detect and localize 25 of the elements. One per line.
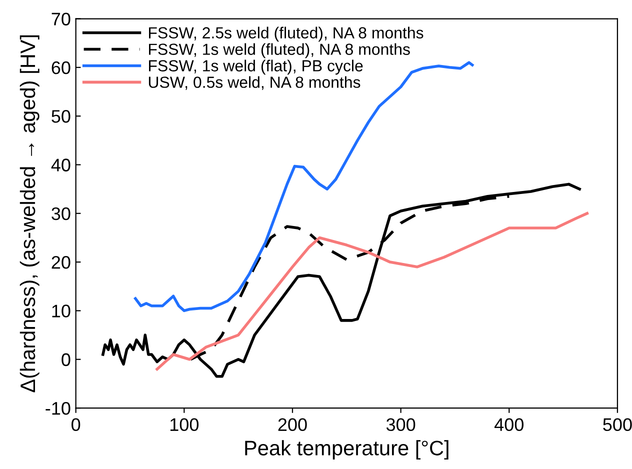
y-tick-label: 60: [52, 61, 70, 74]
x-tick-label: 500: [603, 418, 632, 432]
line-series: [102, 182, 581, 378]
x-tick-label: 400: [494, 418, 524, 432]
x-tick-label: 100: [170, 418, 199, 432]
y-axis-title: Δ(hardness), (as-welded → aged) [HV]: [20, 35, 40, 392]
y-tick-label: 70: [52, 12, 70, 26]
x-tick-label: 0: [72, 418, 80, 432]
y-tick-label: 10: [52, 304, 70, 318]
x-axis-title: Peak temperature [°C]: [245, 440, 448, 460]
legend-label: FSSW, 1s weld (flat), PB cycle: [149, 60, 363, 75]
y-tick-label: 40: [51, 158, 70, 172]
legend-label: FSSW, 2.5s weld (fluted), NA 8 months: [149, 26, 424, 42]
line-series: [156, 212, 589, 370]
line-series: [134, 61, 474, 312]
y-tick-label: 30: [52, 207, 70, 220]
y-tick-label: -10: [46, 402, 70, 415]
y-tick-label: 50: [52, 110, 70, 123]
x-tick-label: 300: [386, 418, 416, 432]
y-tick-label: 20: [52, 256, 70, 269]
x-tick-label: 200: [278, 418, 307, 432]
line-series: [189, 194, 511, 361]
legend-label: FSSW, 1s weld (fluted), NA 8 months: [149, 43, 410, 58]
legend-label: USW, 0.5s weld, NA 8 months: [148, 76, 360, 90]
y-tick-label: 0: [62, 353, 70, 366]
